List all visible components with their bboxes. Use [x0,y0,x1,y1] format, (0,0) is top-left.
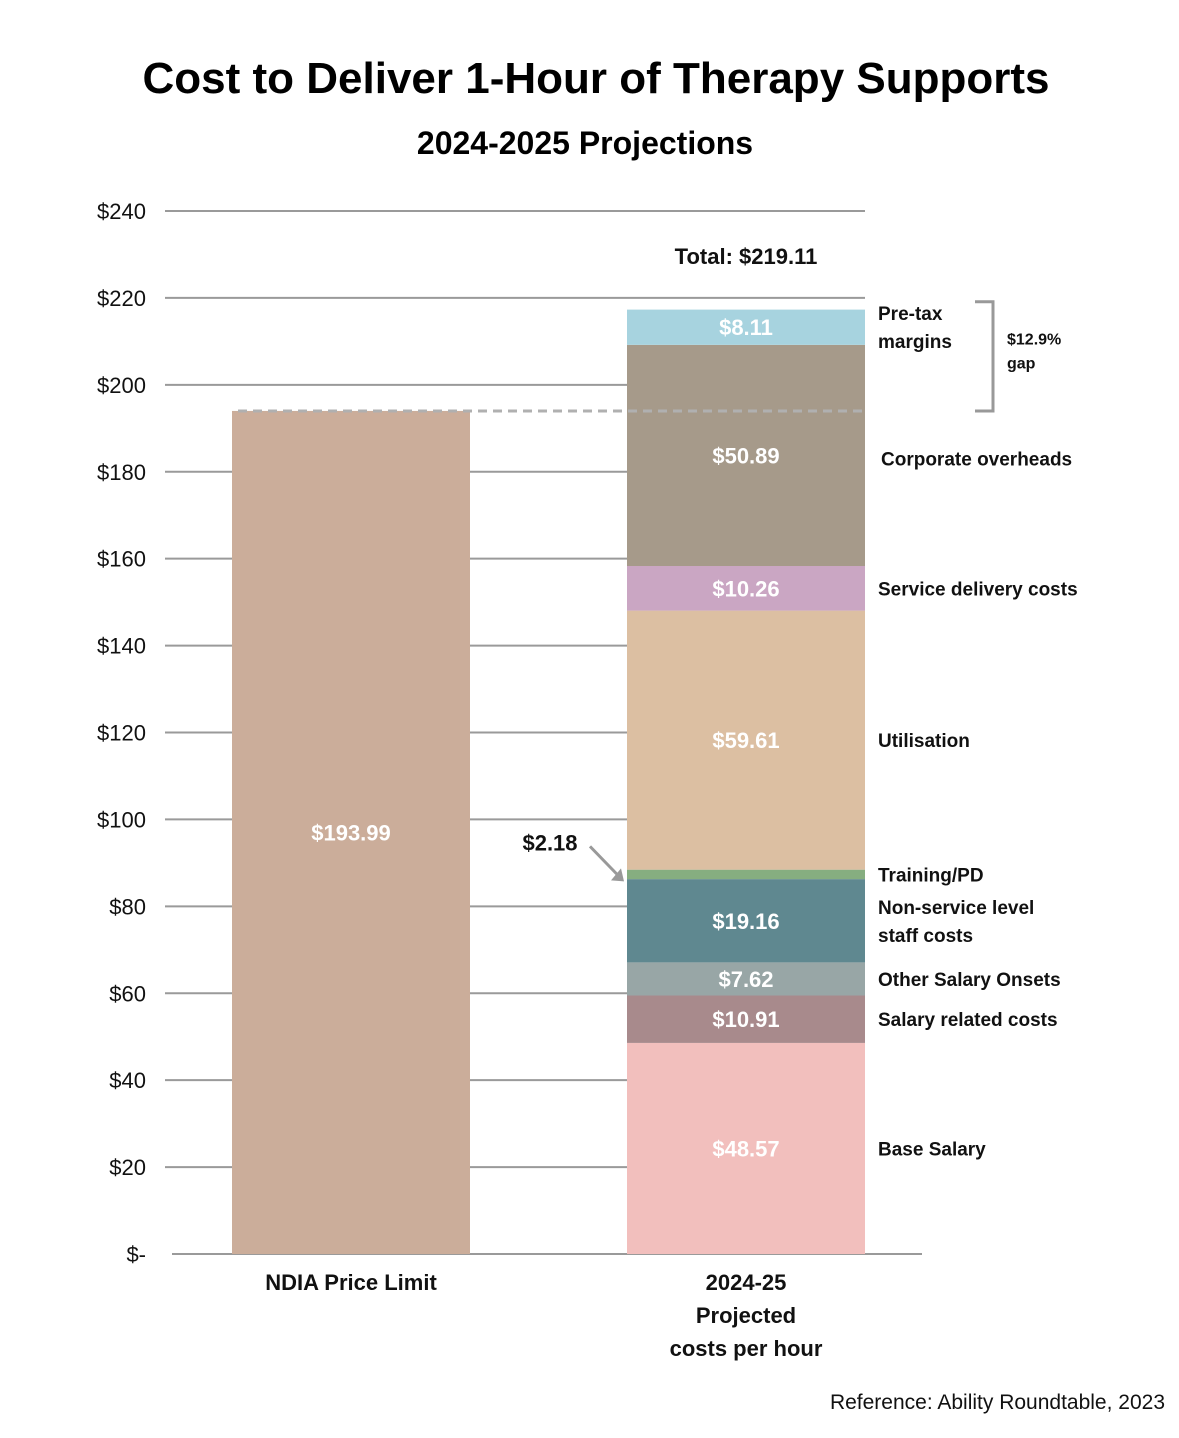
price-limit-bar [232,410,470,1254]
y-tick-label: $180 [97,460,146,485]
category-label: 2024-25 [706,1270,787,1295]
price-limit-label: $193.99 [311,820,391,845]
stack-segment [627,995,865,1043]
segment-value-label: $19.16 [712,909,779,934]
segment-name-label: Base Salary [878,1139,986,1160]
segment-value-label: $10.26 [712,576,779,601]
segment-name-label: Non-service level [878,898,1034,919]
category-label: costs per hour [670,1336,823,1361]
segment-name-label: Other Salary Onsets [878,970,1061,991]
segment-value-label: $50.89 [712,443,779,468]
y-tick-label: $80 [109,894,146,919]
y-tick-label: $220 [97,286,146,311]
reference-note: Reference: Ability Roundtable, 2023 [830,1391,1165,1414]
segment-name-label: Training/PD [878,865,984,886]
stack-segment [627,879,865,963]
segment-name-label: Corporate overheads [881,449,1072,470]
y-tick-label: $100 [97,807,146,832]
segment-value-label: $10.91 [712,1007,779,1032]
segment-value-label: $7.62 [718,967,773,992]
segment-name-label: margins [878,332,952,353]
segment-name-label: Pre-tax [878,304,943,325]
segment-name-label: staff costs [878,926,973,947]
segment-value-label: $48.57 [712,1136,779,1161]
chart-subtitle: 2024-2025 Projections [417,125,753,161]
segment-name-label: Service delivery costs [878,579,1078,600]
y-tick-label: $160 [97,547,146,572]
stack-segment [627,869,865,880]
stack-segment [627,962,865,996]
gap-label: gap [1007,355,1036,372]
y-tick-label: $240 [97,199,146,224]
category-label: Projected [696,1303,796,1328]
y-axis-ticks: $- $20 $40 $60 $80 $100 $120 $140 $160 $180 $200 $2… [97,199,146,1267]
stack-segment [627,309,865,345]
segment-value-label: $59.61 [712,728,779,753]
y-tick-label: $120 [97,721,146,746]
stack-segment [627,1042,865,1254]
y-tick-label: $200 [97,373,146,398]
gap-bracket [975,300,995,413]
total-label: Total: $219.11 [675,244,818,269]
category-label: NDIA Price Limit [265,1270,437,1295]
stack-segment [627,344,865,567]
stack-segment [627,566,865,611]
segment-name-label: Salary related costs [878,1010,1058,1031]
callout-arrow-line [588,845,622,879]
callout-arrow-head [611,868,624,882]
bar-labels: $193.99 $48.57 Base Salary $10.91 Salary rel… [238,244,1078,1361]
bars [232,309,865,1254]
segment-name-label: Utilisation [878,731,970,752]
stack-segment [627,610,865,870]
chart-title: Cost to Deliver 1-Hour of Therapy Suppor… [143,54,1050,103]
gap-label: $12.9% [1007,331,1061,348]
y-tick-label: $60 [109,981,146,1006]
y-tick-label: $140 [97,634,146,659]
y-tick-label: $20 [109,1155,146,1180]
training-callout-label: $2.18 [522,830,577,855]
segment-value-label: $8.11 [719,315,773,340]
y-tick-label: $- [126,1242,146,1267]
y-tick-label: $40 [109,1068,146,1093]
